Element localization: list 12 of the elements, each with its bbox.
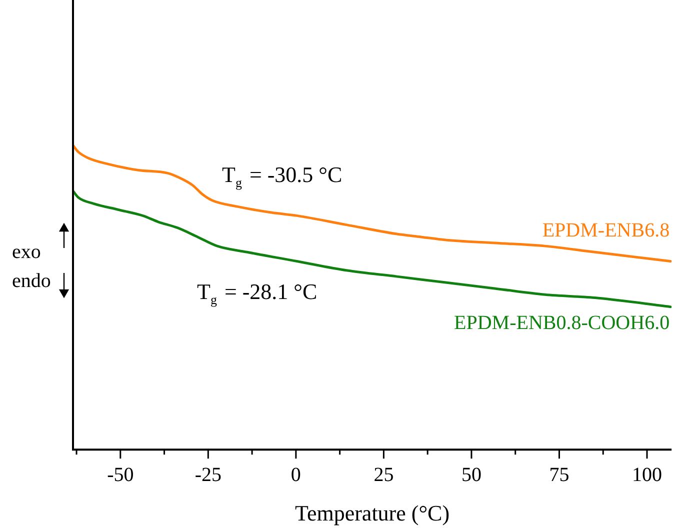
x-axis-title: Temperature (°C) [295, 500, 450, 526]
x-tick-label: 75 [549, 464, 570, 486]
text: exo [12, 241, 41, 264]
x-tick-label: 0 [290, 464, 301, 486]
series-label: EPDM-ENB0.8-COOH6.0 [454, 312, 670, 334]
x-tick-label: 25 [374, 464, 394, 486]
x-tick-label: 50 [461, 464, 482, 486]
text: endo [12, 270, 51, 293]
series-label: EPDM-ENB6.8 [542, 220, 670, 242]
x-tick-label: -50 [107, 464, 134, 486]
x-tick-label: 100 [632, 464, 662, 486]
x-tick-label: -25 [194, 464, 222, 486]
